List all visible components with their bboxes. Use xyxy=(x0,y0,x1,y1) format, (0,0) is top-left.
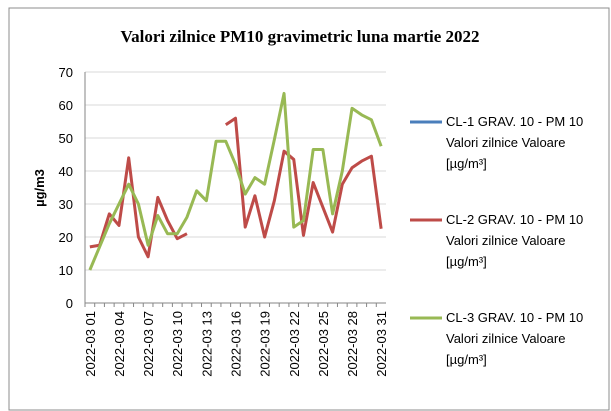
y-tick-label: 30 xyxy=(59,197,73,212)
x-tick-label: 2022-03 01 xyxy=(83,311,98,377)
x-tick-label: 2022-03 07 xyxy=(141,311,156,377)
legend-label: CL-2 GRAV. 10 - PM 10 Valori zilnice Val… xyxy=(446,212,584,269)
x-tick-label: 2022-03 25 xyxy=(316,311,331,377)
y-tick-label: 0 xyxy=(66,296,73,311)
legend-label: CL-3 GRAV. 10 - PM 10 Valori zilnice Val… xyxy=(446,310,584,367)
y-tick-label: 70 xyxy=(59,65,73,80)
chart-title: Valori zilnice PM10 gravimetric luna mar… xyxy=(120,27,479,46)
x-tick-label: 2022-03 28 xyxy=(345,311,360,377)
x-tick-label: 2022-03 13 xyxy=(199,311,214,377)
x-tick-label: 2022-03 31 xyxy=(374,311,389,377)
series-line xyxy=(88,91,383,271)
y-tick-label: 10 xyxy=(59,263,73,278)
y-tick-label: 60 xyxy=(59,98,73,113)
series-line xyxy=(89,116,383,259)
x-tick-label: 2022-03 04 xyxy=(112,311,127,377)
x-tick-label: 2022-03 16 xyxy=(229,311,244,377)
y-axis-label: µg/m3 xyxy=(32,169,47,207)
y-tick-label: 40 xyxy=(59,164,73,179)
x-tick-label: 2022-03 10 xyxy=(170,311,185,377)
legend-label: CL-1 GRAV. 10 - PM 10 Valori zilnice Val… xyxy=(446,114,584,171)
y-tick-label: 20 xyxy=(59,230,73,245)
x-tick-label: 2022-03 19 xyxy=(258,311,273,377)
x-tick-label: 2022-03 22 xyxy=(287,311,302,377)
y-tick-label: 50 xyxy=(59,131,73,146)
